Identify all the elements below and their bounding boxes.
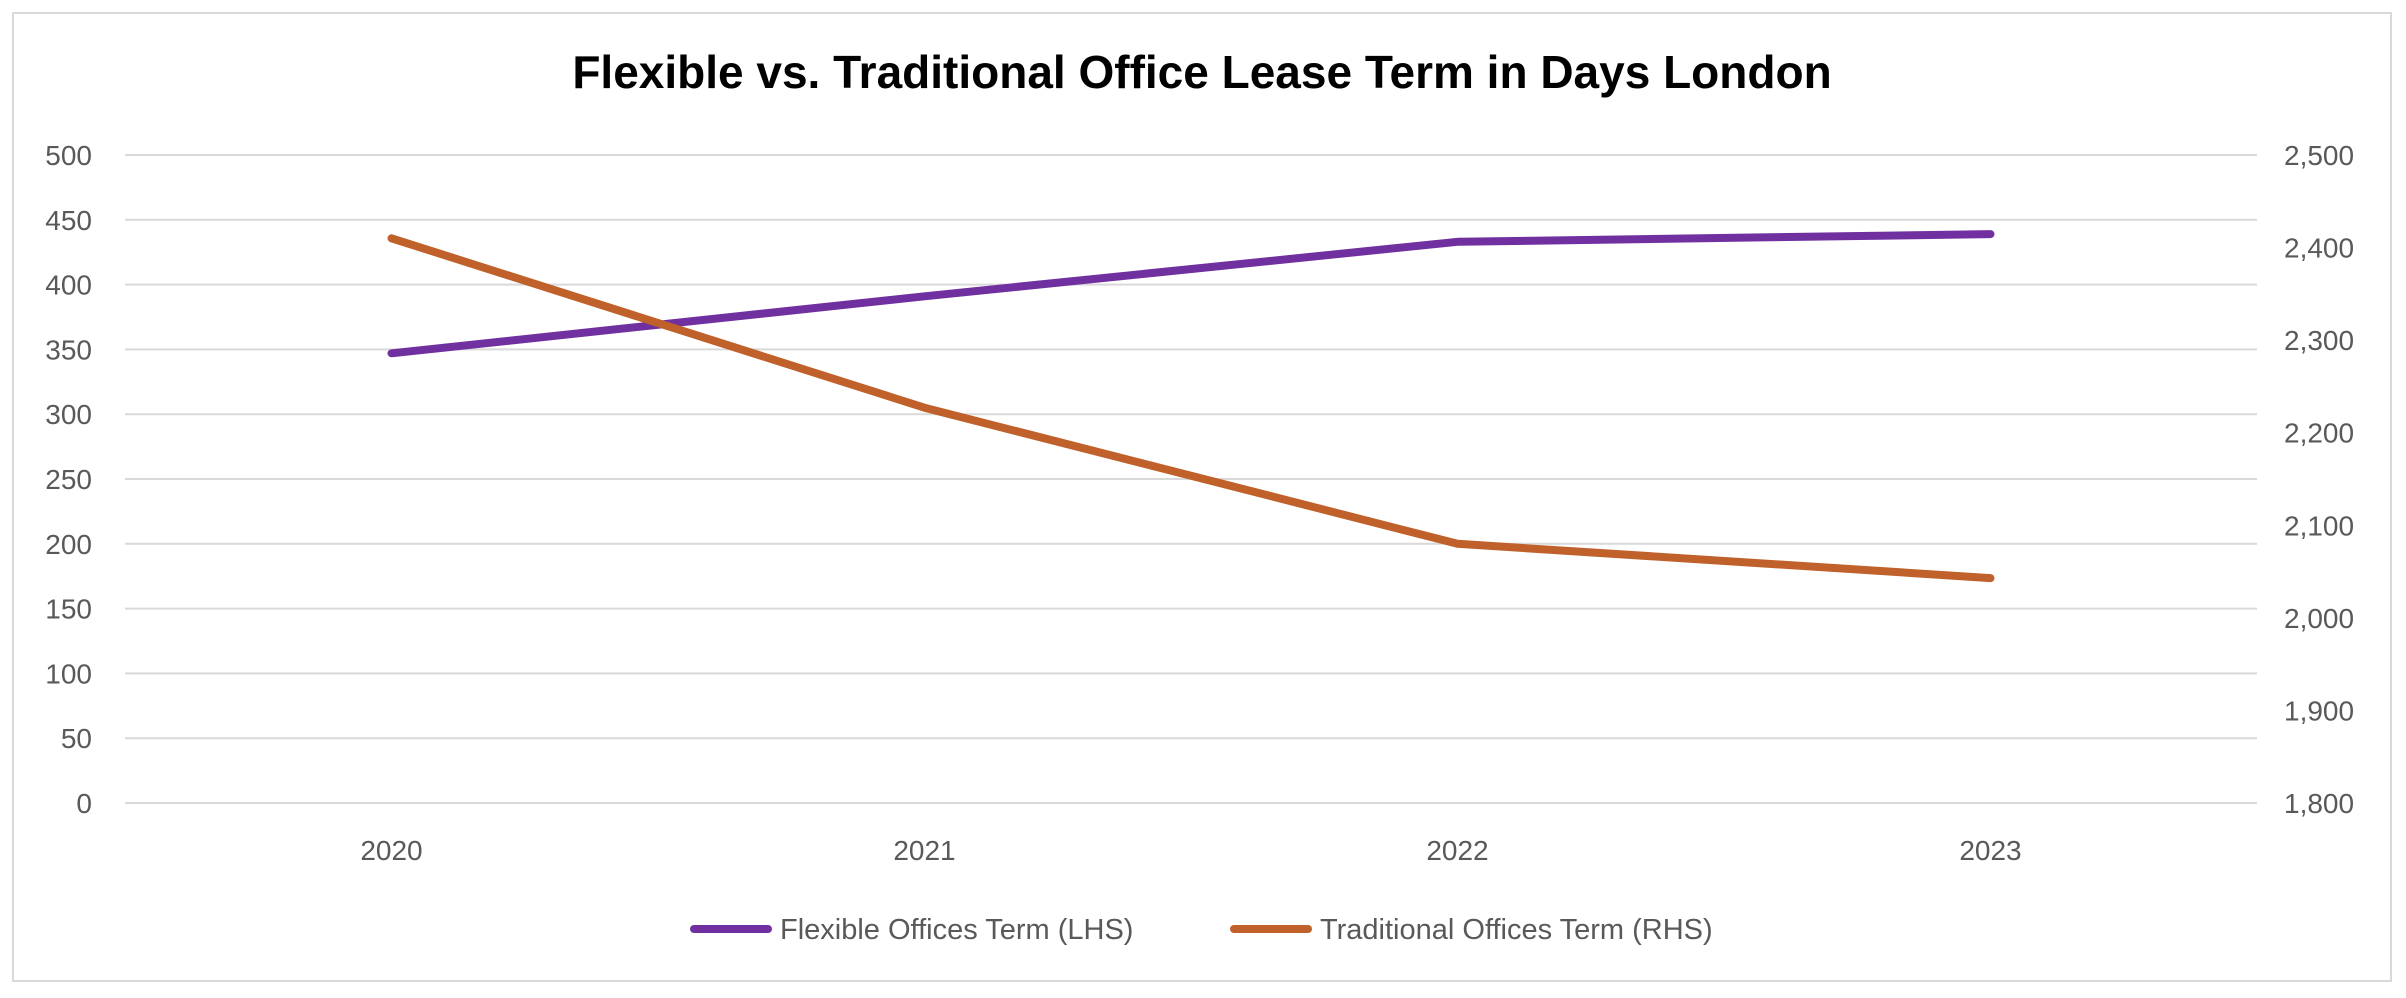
x-tick-label: 2023 xyxy=(1959,835,2021,866)
right-tick-label: 2,300 xyxy=(2284,325,2354,356)
legend: Flexible Offices Term (LHS) Traditional O… xyxy=(690,914,1713,946)
left-tick-label: 200 xyxy=(45,529,92,560)
legend-label: Traditional Offices Term (RHS) xyxy=(1320,914,1713,946)
left-tick-label: 400 xyxy=(45,270,92,301)
right-tick-label: 2,500 xyxy=(2284,140,2354,171)
line-chart: Flexible vs. Traditional Office Lease Te… xyxy=(45,46,2354,946)
left-tick-label: 150 xyxy=(45,594,92,625)
chart-frame: Flexible vs. Traditional Office Lease Te… xyxy=(12,12,2392,982)
right-tick-label: 1,800 xyxy=(2284,788,2354,819)
flexible-offices-line xyxy=(387,230,1995,358)
left-tick-label: 50 xyxy=(61,723,92,754)
x-tick-label: 2020 xyxy=(360,835,422,866)
left-tick-label: 500 xyxy=(45,140,92,171)
x-tick-label: 2022 xyxy=(1426,835,1488,866)
right-y-axis: 1,800 1,900 2,000 2,100 2,200 2,300 2,400 2,500 xyxy=(2284,140,2354,819)
left-y-axis: 0 50 100 150 200 250 300 350 400 450 500 xyxy=(45,140,92,819)
right-tick-label: 2,000 xyxy=(2284,603,2354,634)
right-tick-label: 2,200 xyxy=(2284,418,2354,449)
traditional-offices-line xyxy=(387,234,1995,583)
right-tick-label: 2,100 xyxy=(2284,510,2354,541)
x-axis: 2020 2021 2022 2023 xyxy=(360,835,2021,866)
left-tick-label: 300 xyxy=(45,399,92,430)
chart-title: Flexible vs. Traditional Office Lease Te… xyxy=(572,46,1831,98)
right-tick-label: 2,400 xyxy=(2284,233,2354,264)
left-tick-label: 0 xyxy=(76,788,92,819)
left-tick-label: 450 xyxy=(45,205,92,236)
right-tick-label: 1,900 xyxy=(2284,695,2354,726)
left-tick-label: 350 xyxy=(45,334,92,365)
left-tick-label: 250 xyxy=(45,464,92,495)
x-tick-label: 2021 xyxy=(893,835,955,866)
left-tick-label: 100 xyxy=(45,658,92,689)
legend-label: Flexible Offices Term (LHS) xyxy=(780,914,1133,946)
series-lines xyxy=(387,230,1995,583)
